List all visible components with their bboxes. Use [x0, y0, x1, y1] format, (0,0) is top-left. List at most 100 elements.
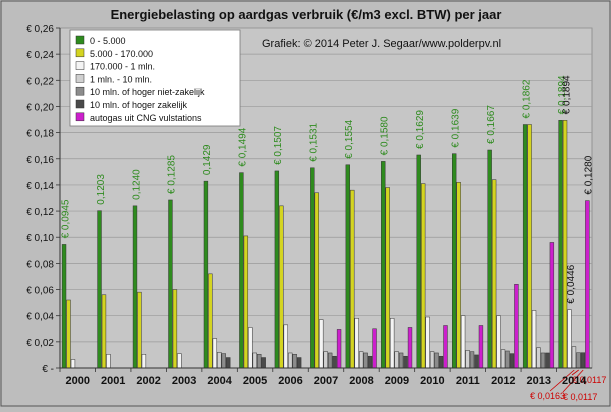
- bar: [367, 355, 373, 369]
- data-label: 0,1240: [131, 169, 142, 200]
- bar: [500, 349, 506, 369]
- x-tick-label: 2002: [136, 375, 160, 387]
- legend-swatch: [75, 86, 85, 96]
- bar: [350, 189, 355, 369]
- bar: [336, 329, 342, 369]
- bar: [66, 299, 71, 369]
- bar: [323, 351, 328, 369]
- data-label: € 0,1507: [273, 126, 284, 165]
- label-leader: [549, 369, 575, 392]
- data-label: 0,1429: [202, 144, 213, 175]
- bar: [217, 352, 222, 369]
- bar: [580, 352, 586, 369]
- data-label: € 0,0163: [530, 391, 565, 401]
- gridlines: [60, 27, 592, 369]
- x-tick-label: 2012: [491, 375, 515, 387]
- bar: [536, 347, 541, 369]
- bar: [381, 161, 386, 369]
- y-tick-label: € -: [42, 364, 54, 375]
- bar: [208, 273, 213, 369]
- bar: [540, 352, 546, 369]
- bar: [443, 325, 448, 369]
- legend-swatch: [75, 112, 85, 122]
- bar: [332, 355, 337, 369]
- bar: [576, 352, 581, 369]
- bar: [478, 325, 484, 369]
- bar: [296, 357, 302, 369]
- y-tick-label: € 0,04: [26, 312, 54, 323]
- x-tick-label: 2011: [456, 375, 480, 387]
- bar: [354, 318, 359, 369]
- legend-label: 10 mln. of hoger niet-zakelijk: [90, 87, 205, 97]
- chart-subtitle: Grafiek: © 2014 Peter J. Segaar/www.pold…: [262, 38, 501, 50]
- bar: [70, 359, 76, 369]
- bar: [212, 338, 218, 369]
- bar: [385, 187, 390, 369]
- bar: [221, 353, 226, 369]
- bar: [403, 355, 408, 369]
- y-tick-label: € 0,22: [26, 76, 54, 87]
- bar: [257, 354, 262, 369]
- data-label: € 0,1667: [486, 105, 497, 144]
- legend-box: [69, 29, 241, 127]
- bar: [101, 294, 107, 369]
- axes: € - € 0,02 € 0,04 € 0,06 € 0,08 € 0,10 € 0,12 €…: [26, 24, 592, 387]
- legend-swatch: [75, 61, 85, 70]
- bar: [310, 167, 315, 369]
- y-tick-label: € 0,16: [26, 155, 54, 166]
- bar: [487, 149, 492, 369]
- bar: [434, 352, 439, 369]
- bar: [283, 324, 288, 369]
- data-label: € 0,1629: [415, 110, 426, 149]
- label-leader: [562, 369, 584, 393]
- x-tick-label: 2014: [562, 375, 587, 387]
- bar: [61, 244, 67, 369]
- data-label: € 0,1531: [309, 122, 320, 161]
- x-tick-label: 2000: [65, 375, 89, 387]
- data-label: € 0,0945: [60, 199, 71, 238]
- bar: [425, 316, 430, 369]
- x-tick-label: 2006: [278, 375, 302, 387]
- legend-swatch: [75, 99, 85, 109]
- data-label: € 0,1894: [561, 75, 572, 114]
- y-tick-label: € 0,08: [26, 259, 54, 270]
- legend-label: 10 mln. of hoger zakelijk: [90, 100, 188, 110]
- bar: [239, 172, 244, 369]
- bar: [288, 352, 293, 369]
- y-tick-label: € 0,12: [26, 207, 54, 218]
- bar: [531, 310, 537, 369]
- bar: [248, 327, 253, 369]
- bar: [274, 170, 280, 369]
- bar: [527, 124, 532, 369]
- chart-title: Energiebelasting op aardgas verbruik (€/…: [111, 7, 502, 22]
- bar: [465, 350, 470, 369]
- bar: [97, 210, 102, 369]
- legend-swatch: [75, 74, 85, 83]
- data-label: € 0,0117: [572, 375, 606, 385]
- y-tick-label: € 0,18: [26, 129, 54, 140]
- bar: [514, 284, 519, 369]
- legend-label: 0 - 5.000: [90, 36, 126, 46]
- data-label: € 0,1554: [344, 119, 355, 158]
- bar: [292, 354, 297, 369]
- bar: [491, 179, 497, 369]
- data-label: € 0,0446: [566, 264, 577, 303]
- y-tick-label: € 0,20: [26, 102, 54, 113]
- y-tick-label: € 0,14: [26, 181, 54, 192]
- bar: [545, 352, 550, 369]
- legend-swatch: [75, 35, 85, 45]
- bar: [141, 354, 147, 369]
- bar: [509, 353, 515, 369]
- legend-label: 170.000 - 1 mln.: [90, 62, 155, 72]
- y-tick-label: € 0,24: [26, 50, 54, 61]
- data-label: € 0,0117: [563, 392, 597, 402]
- data-labels: € 0,0945 0,1203 0,1240 € 0,1285 0,1429 € 0,14…: [60, 75, 606, 402]
- bar: [314, 192, 319, 369]
- data-label: € 0,1494: [238, 127, 249, 166]
- legend-label: 1 mln. - 10 mln.: [90, 74, 152, 84]
- data-label: € 0,1894: [557, 75, 568, 114]
- bar: [562, 120, 568, 369]
- x-tick-label: 2004: [207, 375, 232, 387]
- legend-label: 5.000 - 170.000: [90, 49, 153, 59]
- x-tick-label: 2005: [243, 375, 267, 387]
